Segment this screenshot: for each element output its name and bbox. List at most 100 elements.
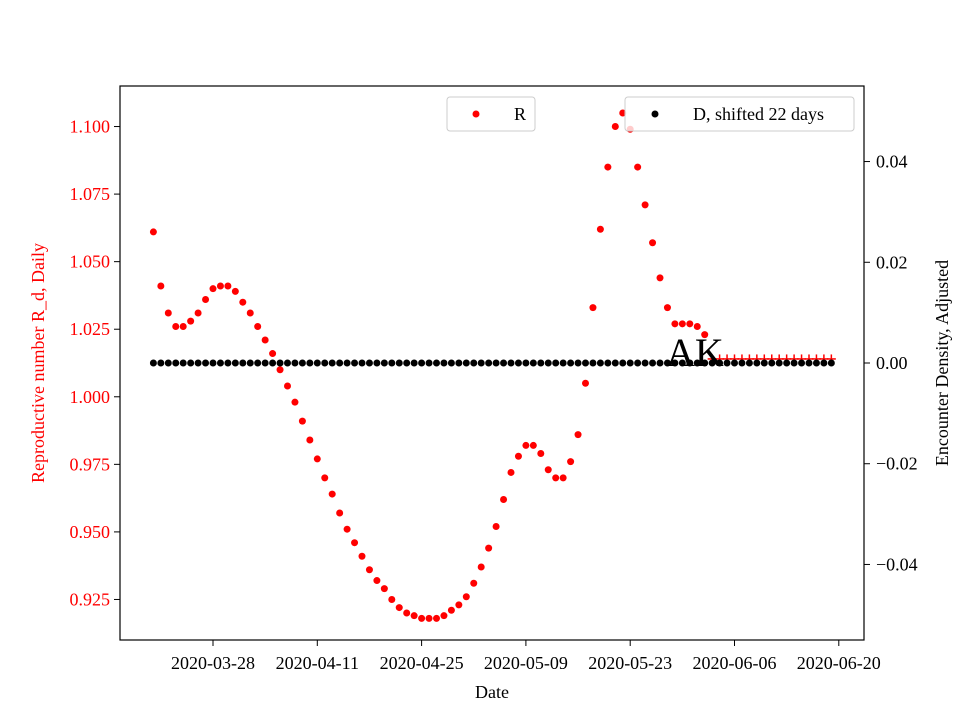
r-point [306,436,314,444]
d-point [671,359,679,367]
left-y-axis-label: Reproductive number R_d, Daily [28,243,48,483]
r-point [470,579,478,587]
r-point [611,123,619,131]
r-point [336,509,344,517]
r-point [388,595,396,603]
r-point [321,474,329,482]
d-point [395,359,403,367]
r-point [149,228,157,236]
legend-d: D, shifted 22 days [624,96,855,132]
right-y-tick-label: −0.04 [876,554,918,574]
d-point [298,359,306,367]
d-point [537,359,545,367]
d-point [745,359,753,367]
d-point [321,359,329,367]
r-point [567,458,575,466]
right-y-tick-label: −0.02 [876,454,918,474]
r-point [574,431,582,439]
right-y-axis: −0.04 −0.02 0.00 0.02 0.04 [864,152,918,574]
d-point [447,359,455,367]
r-point [410,612,418,620]
d-point [157,359,165,367]
x-tick-label: 2020-03-28 [171,653,255,673]
r-point [462,593,470,601]
left-y-tick-label: 1.025 [70,319,111,339]
r-point [507,468,515,476]
right-y-tick-label: 0.02 [876,252,908,272]
d-point [768,359,776,367]
d-point [798,359,806,367]
d-point [164,359,172,367]
d-point [254,359,262,367]
r-point [284,382,291,390]
d-point [731,359,738,367]
r-point [678,320,686,328]
r-series [149,109,709,622]
d-point [425,359,433,367]
r-point [649,239,657,247]
r-point [477,563,485,571]
left-y-tick-label: 0.975 [70,454,111,474]
legend-r-box [446,96,536,132]
d-point [194,359,202,367]
legend-r-marker [472,110,480,118]
d-point [485,359,493,367]
r-point [276,366,284,374]
r-point [589,304,597,312]
d-point [626,359,634,367]
r-point [358,552,366,560]
r-point [440,612,448,620]
left-y-tick-label: 1.100 [70,117,111,137]
d-point [790,359,798,367]
d-point [775,359,783,367]
r-point [380,585,388,593]
d-point [634,359,642,367]
x-tick-label: 2020-05-09 [484,653,568,673]
d-point [433,359,440,367]
r-point [500,495,508,503]
d-point [477,359,485,367]
r-point [395,604,403,612]
r-point [373,577,381,585]
d-point [440,359,448,367]
legend-d-marker [651,110,659,118]
d-point [209,359,217,367]
r-point [686,320,694,328]
r-point [246,309,254,317]
r-point [365,566,373,574]
x-tick-label: 2020-05-23 [588,653,672,673]
d-point [582,359,589,367]
r-point [313,455,321,463]
left-y-tick-label: 0.950 [70,522,111,542]
r-point [671,320,679,328]
x-tick-label: 2020-06-06 [693,653,777,673]
d-point [611,359,619,367]
r-point [231,287,239,295]
right-y-axis-label: Encounter Density, Adjusted [932,260,952,466]
r-point [492,522,500,530]
d-point [462,359,470,367]
r-point [552,474,560,482]
r-point [403,609,411,617]
d-point [596,359,604,367]
r-point [559,474,567,482]
d-point [656,359,664,367]
annotation-ak: AK [666,330,724,375]
d-point [619,359,627,367]
r-point [522,441,530,449]
legend-d-label: D, shifted 22 days [693,104,824,124]
d-point [500,359,508,367]
r-point [209,285,217,293]
left-y-tick-label: 0.925 [70,589,111,609]
d-point [604,359,612,367]
d-point [373,359,381,367]
x-tick-label: 2020-04-11 [276,653,359,673]
d-point [343,359,351,367]
d-point [187,359,195,367]
r-point [418,614,426,622]
d-point [403,359,411,367]
d-point [202,359,210,367]
left-y-tick-label: 1.075 [70,184,111,204]
d-point [686,359,694,367]
